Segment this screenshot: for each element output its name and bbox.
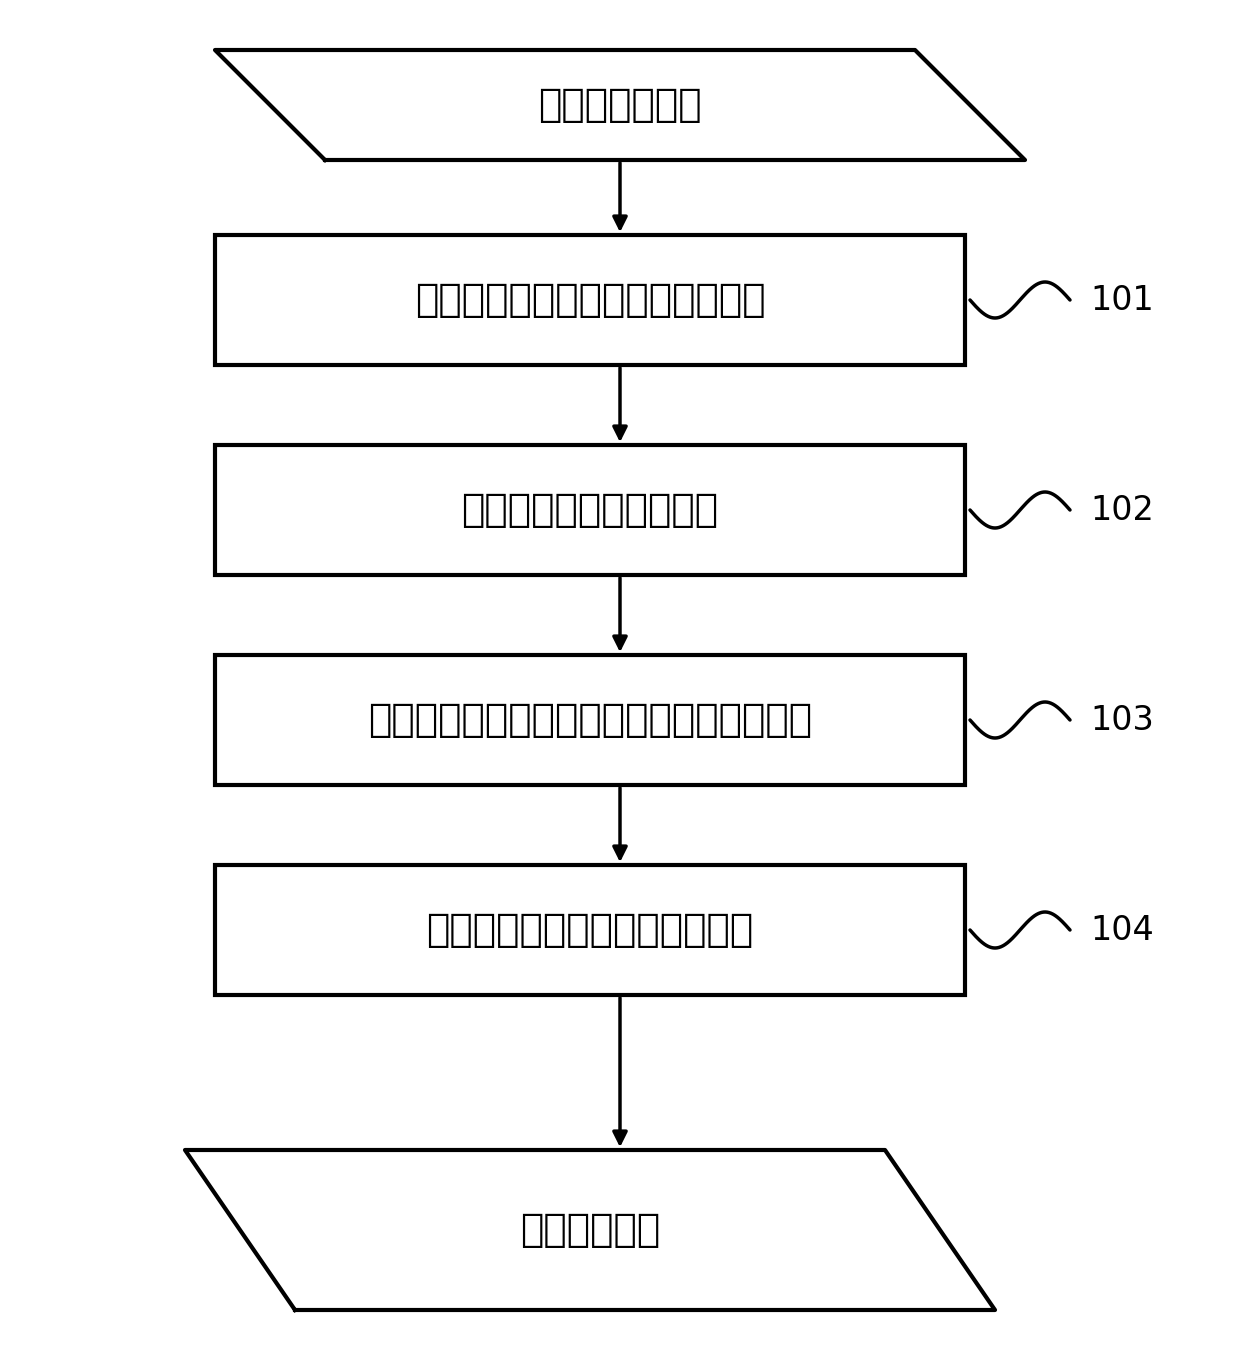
Text: 支持向量机模型对光谱信息初分类: 支持向量机模型对光谱信息初分类 — [414, 281, 765, 319]
Text: 引入马尔科夫随机场模型: 引入马尔科夫随机场模型 — [461, 490, 718, 529]
Bar — [215, 236, 965, 364]
Text: 计算像元同质性指数，获得自适应权重系数: 计算像元同质性指数，获得自适应权重系数 — [368, 701, 812, 738]
Text: 104: 104 — [1090, 914, 1153, 947]
Polygon shape — [185, 1149, 994, 1310]
Text: 101: 101 — [1090, 284, 1153, 316]
Text: 构建自适应马尔科夫随机场模型: 构建自适应马尔科夫随机场模型 — [427, 911, 754, 949]
Bar — [215, 864, 965, 995]
Polygon shape — [215, 49, 1025, 160]
Text: 103: 103 — [1090, 704, 1153, 737]
Bar — [215, 445, 965, 575]
Text: 分类结果图像: 分类结果图像 — [520, 1211, 660, 1249]
Bar — [215, 655, 965, 785]
Text: 102: 102 — [1090, 493, 1154, 526]
Text: 原始高光谱图像: 原始高光谱图像 — [538, 86, 702, 125]
